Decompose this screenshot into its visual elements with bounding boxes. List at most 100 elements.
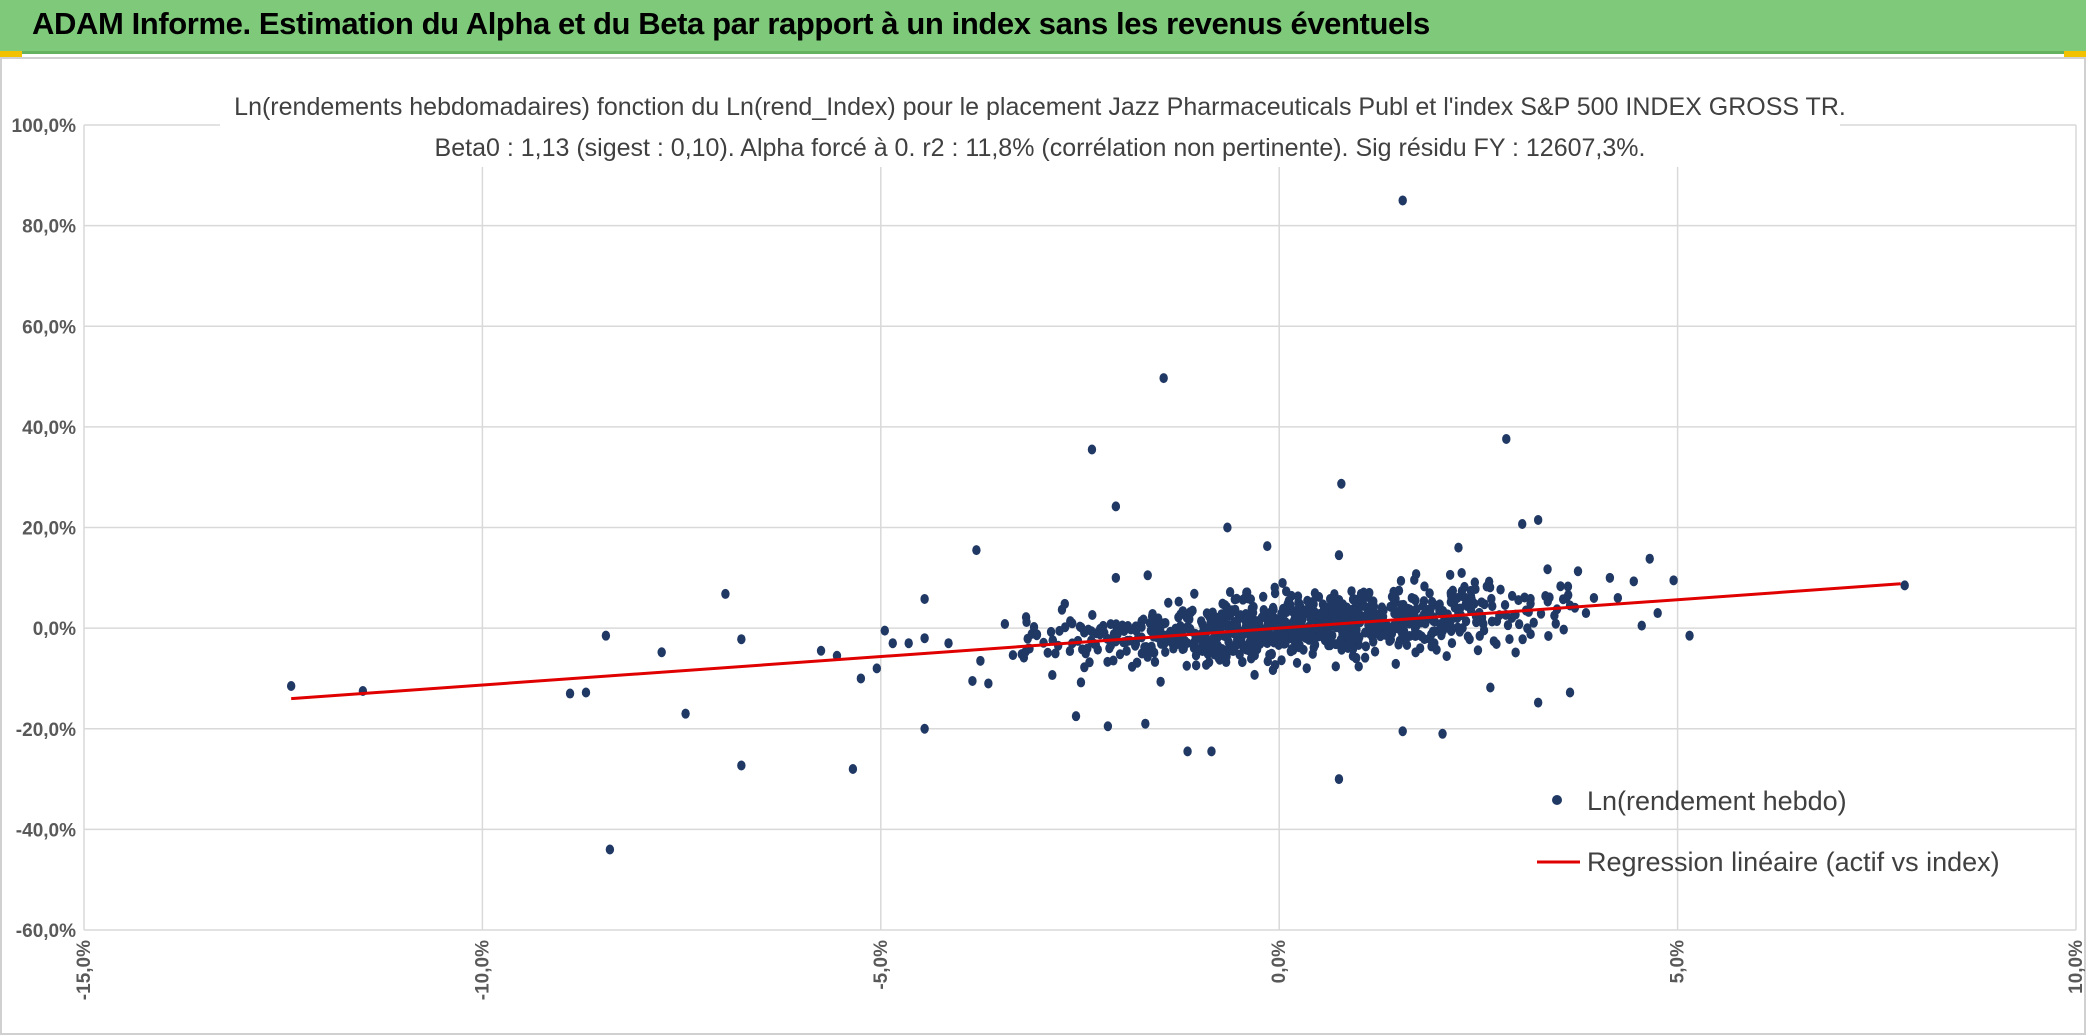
data-point (1420, 581, 1429, 592)
data-point (1447, 626, 1456, 636)
data-point (1526, 629, 1535, 640)
data-point (1367, 600, 1376, 611)
legend-label-points: Ln(rendement hebdo) (1587, 786, 1847, 816)
data-point (1308, 648, 1317, 659)
legend-marker-points (1552, 795, 1562, 805)
data-point (1190, 588, 1199, 599)
data-point (1078, 644, 1087, 655)
tick-labels-layer: 100,0% 80,0% 60,0% 40,0% 20,0% 0,0% -20,0% -40,… (12, 116, 2086, 1000)
data-point (1454, 542, 1463, 553)
data-point (1427, 641, 1436, 652)
data-point (1308, 596, 1317, 607)
data-point (1543, 564, 1552, 575)
data-point (1475, 630, 1484, 641)
data-point (1360, 627, 1370, 638)
data-point (1023, 633, 1032, 644)
data-point (1463, 631, 1473, 642)
data-point (920, 633, 929, 644)
data-point (1354, 635, 1363, 646)
data-point (1381, 629, 1390, 640)
data-point (1202, 659, 1211, 670)
data-point (1293, 591, 1303, 602)
y-tick-label: 80,0% (22, 217, 76, 238)
data-point (1473, 645, 1483, 656)
data-point (1446, 590, 1456, 601)
data-point (1589, 592, 1599, 603)
data-point (1447, 638, 1457, 649)
data-point (1518, 634, 1527, 645)
data-point (1122, 645, 1131, 656)
data-point (1354, 661, 1363, 672)
data-point (1394, 639, 1403, 650)
data-point (1197, 616, 1206, 627)
data-point (1669, 575, 1678, 586)
data-point (1346, 634, 1355, 645)
data-point (1556, 581, 1565, 592)
data-point (1544, 630, 1553, 641)
data-point (1217, 643, 1227, 654)
data-point (1278, 577, 1287, 588)
data-point (1103, 721, 1113, 732)
data-point (1391, 658, 1400, 669)
data-point (1279, 629, 1289, 640)
y-tick-label: 0,0% (33, 619, 76, 640)
data-point (1900, 580, 1909, 591)
data-point (1457, 568, 1466, 579)
data-point (1231, 639, 1241, 650)
data-point (1205, 611, 1214, 622)
data-point (1550, 610, 1559, 621)
x-tick-label: 5,0% (1668, 940, 1689, 983)
chart-title-line-2: Beta0 : 1,13 (sigest : 0,10). Alpha forc… (435, 134, 1646, 162)
data-point (1250, 669, 1259, 680)
data-point (1480, 599, 1489, 610)
data-point (1629, 576, 1638, 587)
data-point (1320, 635, 1330, 646)
data-point (1160, 638, 1169, 649)
data-point (1371, 628, 1380, 639)
data-point (1019, 652, 1029, 663)
data-point (1533, 514, 1543, 525)
data-point (1435, 619, 1445, 630)
data-point (1224, 643, 1233, 654)
data-point (1243, 593, 1252, 604)
data-point (1541, 591, 1550, 602)
data-point (1377, 602, 1387, 613)
data-point (1169, 643, 1178, 654)
data-point (1415, 643, 1425, 654)
data-point (1487, 593, 1496, 604)
data-point (1132, 657, 1142, 668)
data-point (976, 655, 985, 666)
data-point (1551, 618, 1560, 629)
data-point (1241, 616, 1250, 627)
data-point (1220, 600, 1230, 611)
data-point (1398, 726, 1407, 737)
data-point (1188, 605, 1197, 616)
y-tick-label: 40,0% (22, 418, 76, 439)
data-point (1281, 605, 1290, 616)
data-point (1482, 581, 1492, 592)
data-point (1265, 649, 1274, 660)
data-point (1249, 601, 1258, 612)
data-point (1390, 620, 1399, 631)
data-point (1071, 711, 1081, 722)
data-point (1398, 195, 1407, 206)
data-point (1057, 604, 1067, 615)
points-layer (286, 195, 1909, 855)
data-point (1563, 581, 1573, 592)
data-point (1351, 653, 1361, 664)
data-point (1268, 665, 1278, 676)
data-point (888, 638, 897, 649)
data-point (1503, 620, 1513, 631)
data-point (1327, 602, 1337, 613)
data-point (984, 678, 993, 689)
data-point (1118, 620, 1127, 631)
data-point (1360, 652, 1370, 663)
data-point (1266, 607, 1275, 618)
data-point (1252, 636, 1261, 647)
data-point (1161, 647, 1170, 658)
data-point (1472, 617, 1481, 628)
data-point (1334, 774, 1344, 785)
x-tick-label: 0,0% (1269, 940, 1290, 983)
data-point (1141, 718, 1150, 729)
